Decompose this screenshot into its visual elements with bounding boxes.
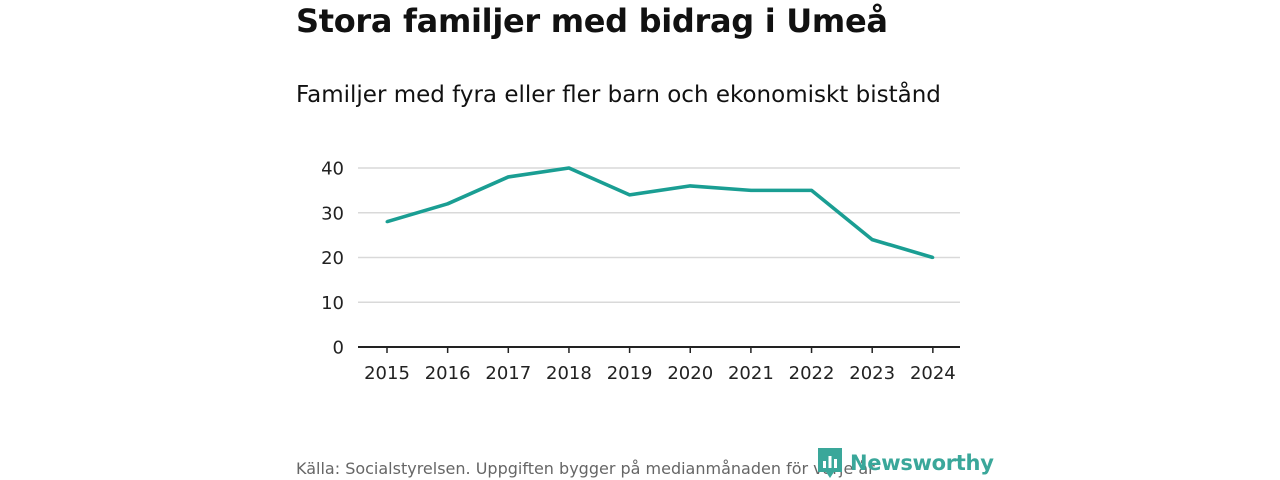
y-axis-ticks: 0 10 20 30 40 <box>321 159 344 359</box>
data-point-2015 <box>385 220 389 224</box>
data-point-2019 <box>628 193 632 197</box>
series-layer <box>385 166 935 260</box>
data-point-2018 <box>567 166 571 170</box>
brand-name: Newsworthy <box>850 451 994 475</box>
x-tick-label-2015: 2015 <box>364 363 410 384</box>
newsworthy-logo-icon <box>818 448 842 478</box>
x-tick-label-2017: 2017 <box>485 363 531 384</box>
data-point-2023 <box>870 238 874 242</box>
y-tick-label-40: 40 <box>321 159 344 180</box>
newsworthy-logo: Newsworthy <box>816 446 994 480</box>
x-tick-label-2022: 2022 <box>789 363 835 384</box>
y-tick-label-20: 20 <box>321 248 344 269</box>
data-point-2020 <box>688 184 692 188</box>
x-tick-label-2024: 2024 <box>910 363 956 384</box>
x-tick-label-2019: 2019 <box>607 363 653 384</box>
x-tick-label-2016: 2016 <box>425 363 471 384</box>
x-tick-label-2018: 2018 <box>546 363 592 384</box>
data-point-2016 <box>446 202 450 206</box>
y-tick-label-30: 30 <box>321 203 344 224</box>
y-tick-label-0: 0 <box>333 338 344 359</box>
data-point-2017 <box>506 175 510 179</box>
data-point-2024 <box>931 256 935 259</box>
data-point-2022 <box>810 188 814 192</box>
chart-title: Stora familjer med bidrag i Umeå <box>296 2 888 40</box>
x-tick-label-2021: 2021 <box>728 363 774 384</box>
x-tick-label-2020: 2020 <box>667 363 713 384</box>
series-line-0 <box>386 166 934 260</box>
x-axis-ticks: 2015 2016 2017 2018 2019 2020 2021 2022 2023 2024 <box>364 347 956 384</box>
data-point-2021 <box>749 188 753 192</box>
chart-subtitle: Familjer med fyra eller fler barn och ek… <box>296 82 941 108</box>
y-tick-label-10: 10 <box>321 293 344 314</box>
gridlines <box>358 167 960 303</box>
source-note: Källa: Socialstyrelsen. Uppgiften bygger… <box>296 459 875 478</box>
x-tick-label-2023: 2023 <box>849 363 895 384</box>
